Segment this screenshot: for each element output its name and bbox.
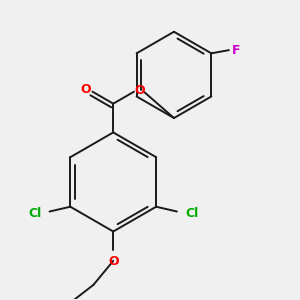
Text: F: F [232,44,240,57]
Text: O: O [108,254,119,268]
Text: O: O [134,84,145,97]
Text: Cl: Cl [28,207,42,220]
Text: O: O [80,82,91,96]
Text: Cl: Cl [185,207,198,220]
